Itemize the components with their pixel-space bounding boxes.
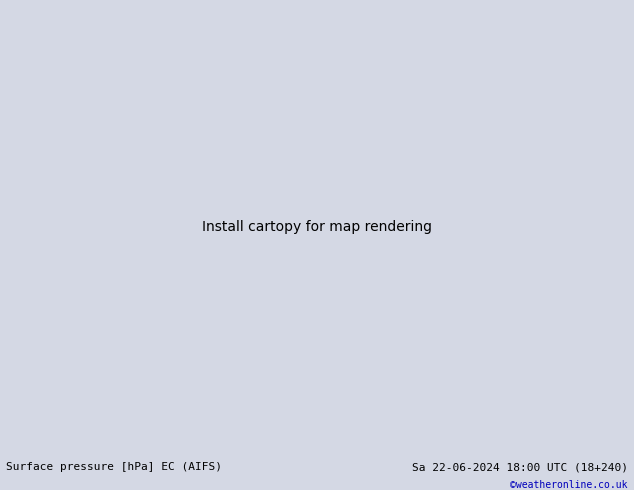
- Text: Install cartopy for map rendering: Install cartopy for map rendering: [202, 220, 432, 234]
- Text: Sa 22-06-2024 18:00 UTC (18+240): Sa 22-06-2024 18:00 UTC (18+240): [411, 462, 628, 472]
- Text: Surface pressure [hPa] EC (AIFS): Surface pressure [hPa] EC (AIFS): [6, 462, 223, 472]
- Text: ©weatheronline.co.uk: ©weatheronline.co.uk: [510, 480, 628, 490]
